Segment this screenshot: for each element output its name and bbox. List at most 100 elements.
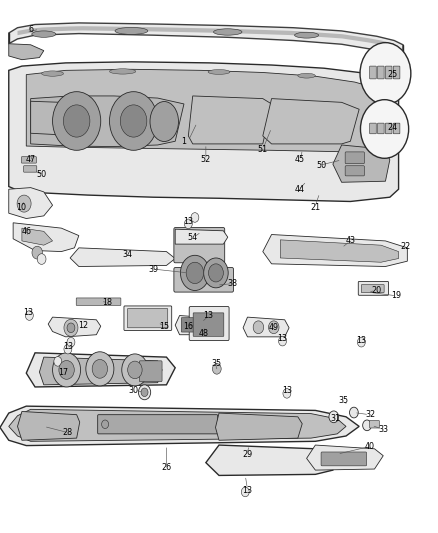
FancyBboxPatch shape — [385, 66, 392, 79]
Circle shape — [53, 353, 81, 387]
FancyBboxPatch shape — [370, 123, 376, 134]
Text: 13: 13 — [243, 486, 252, 495]
Text: 10: 10 — [16, 204, 26, 212]
Circle shape — [102, 420, 109, 429]
Ellipse shape — [32, 31, 56, 37]
Ellipse shape — [298, 73, 315, 78]
Circle shape — [54, 357, 62, 366]
FancyBboxPatch shape — [378, 66, 384, 79]
Polygon shape — [206, 445, 333, 475]
FancyBboxPatch shape — [370, 421, 379, 428]
Text: 47: 47 — [25, 156, 36, 164]
FancyBboxPatch shape — [385, 123, 392, 134]
Text: 17: 17 — [58, 368, 69, 376]
Circle shape — [53, 92, 101, 150]
Text: 21: 21 — [310, 204, 321, 212]
Circle shape — [279, 336, 286, 346]
Text: 19: 19 — [391, 292, 402, 300]
Circle shape — [191, 213, 199, 222]
Text: 33: 33 — [378, 425, 388, 433]
Text: 52: 52 — [201, 156, 211, 164]
Text: 45: 45 — [295, 156, 305, 164]
Polygon shape — [18, 411, 80, 440]
Circle shape — [283, 389, 291, 398]
FancyBboxPatch shape — [345, 152, 364, 164]
Text: 13: 13 — [24, 309, 33, 317]
Text: 48: 48 — [199, 329, 208, 337]
FancyBboxPatch shape — [370, 66, 376, 79]
Circle shape — [357, 337, 365, 347]
Text: 32: 32 — [365, 410, 375, 419]
Polygon shape — [18, 26, 394, 48]
Text: 43: 43 — [346, 237, 355, 245]
Text: 13: 13 — [63, 342, 73, 351]
Ellipse shape — [208, 69, 230, 74]
Circle shape — [120, 105, 147, 137]
FancyBboxPatch shape — [181, 318, 208, 332]
Text: 26: 26 — [161, 464, 172, 472]
Text: 39: 39 — [148, 265, 159, 273]
Text: 18: 18 — [102, 298, 112, 307]
Ellipse shape — [42, 71, 64, 76]
Text: 50: 50 — [36, 171, 47, 179]
Circle shape — [204, 258, 228, 288]
Polygon shape — [31, 101, 66, 135]
FancyBboxPatch shape — [139, 361, 162, 382]
FancyBboxPatch shape — [189, 306, 229, 341]
Ellipse shape — [110, 69, 136, 74]
FancyBboxPatch shape — [378, 123, 384, 134]
Text: 13: 13 — [203, 311, 213, 320]
FancyBboxPatch shape — [76, 298, 121, 305]
Circle shape — [138, 385, 151, 400]
Text: 54: 54 — [187, 233, 198, 241]
Polygon shape — [0, 406, 359, 446]
FancyBboxPatch shape — [24, 166, 37, 172]
Ellipse shape — [150, 101, 179, 142]
Circle shape — [253, 321, 264, 334]
Polygon shape — [31, 96, 184, 147]
Text: 35: 35 — [339, 397, 349, 405]
Text: 25: 25 — [387, 70, 397, 79]
Text: 28: 28 — [63, 429, 73, 437]
FancyBboxPatch shape — [345, 166, 364, 176]
Circle shape — [86, 352, 114, 386]
Text: 22: 22 — [400, 242, 410, 251]
Circle shape — [59, 360, 74, 379]
FancyBboxPatch shape — [193, 313, 224, 336]
Circle shape — [329, 411, 339, 423]
Circle shape — [17, 195, 31, 212]
Text: 1: 1 — [181, 137, 187, 146]
Polygon shape — [13, 223, 79, 252]
Text: 16: 16 — [184, 322, 193, 330]
Circle shape — [128, 361, 142, 378]
Circle shape — [350, 407, 358, 418]
Circle shape — [363, 420, 371, 431]
Text: 30: 30 — [129, 386, 138, 394]
Text: 13: 13 — [184, 217, 193, 225]
Circle shape — [186, 262, 204, 284]
FancyBboxPatch shape — [98, 415, 218, 434]
Circle shape — [64, 319, 78, 336]
Polygon shape — [9, 44, 44, 60]
Polygon shape — [307, 445, 383, 470]
FancyBboxPatch shape — [393, 123, 400, 134]
FancyBboxPatch shape — [127, 309, 168, 328]
Circle shape — [67, 323, 75, 333]
Circle shape — [212, 364, 221, 374]
Text: 20: 20 — [371, 286, 382, 295]
Polygon shape — [26, 353, 175, 387]
FancyBboxPatch shape — [174, 228, 225, 263]
Text: 6: 6 — [28, 25, 33, 34]
Text: 44: 44 — [295, 185, 305, 194]
Text: 24: 24 — [387, 124, 397, 132]
Ellipse shape — [115, 28, 148, 35]
Polygon shape — [263, 99, 359, 144]
Polygon shape — [26, 69, 381, 152]
FancyBboxPatch shape — [393, 66, 400, 79]
Circle shape — [180, 255, 209, 290]
FancyBboxPatch shape — [358, 281, 389, 295]
Ellipse shape — [294, 32, 318, 38]
Circle shape — [241, 487, 249, 497]
Circle shape — [67, 337, 75, 347]
Polygon shape — [9, 188, 53, 219]
